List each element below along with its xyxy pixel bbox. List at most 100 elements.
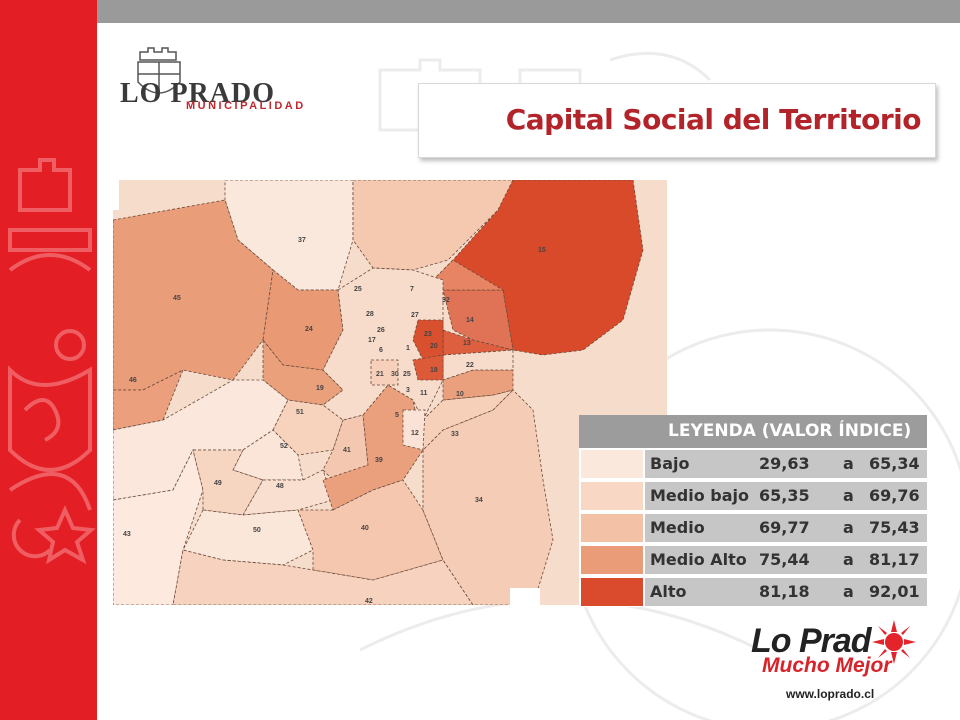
legend-row-medio: Medio 69,77 a 75,43 [579, 514, 927, 542]
zone-label: 50 [253, 527, 261, 534]
zone-label: 22 [466, 362, 474, 369]
zone-label: 25 [403, 371, 411, 378]
zone-21 [370, 359, 399, 386]
zone-label: 26 [377, 327, 385, 334]
top-gray-bar [97, 0, 960, 23]
zone-label: 24 [305, 326, 313, 333]
zone-label: 6 [379, 347, 383, 354]
zone-15 [442, 180, 644, 356]
zone-label: 23 [424, 331, 432, 338]
zone-label: 34 [475, 497, 483, 504]
legend-swatch [581, 546, 643, 574]
legend-label: Bajo [650, 454, 690, 473]
zone-label: 43 [123, 531, 131, 538]
zone-label: 18 [430, 367, 438, 374]
title-box: Capital Social del Territorio [418, 83, 936, 158]
legend-label: Alto [650, 582, 687, 601]
zone-label: 46 [129, 377, 137, 384]
legend-separator: a [843, 486, 854, 505]
zone-label: 51 [296, 409, 304, 416]
zone-label: 25 [354, 286, 362, 293]
logo-name: LO PRADO [120, 78, 275, 109]
logo-subtitle: MUNICIPALIDAD [186, 100, 306, 112]
legend-swatch [581, 450, 643, 478]
legend-label: Medio Alto [650, 550, 747, 569]
legend-cell: Medio Alto 75,44 a 81,17 [645, 546, 927, 574]
legend-row-alto: Alto 81,18 a 92,01 [579, 578, 927, 606]
legend-cell: Alto 81,18 a 92,01 [645, 578, 927, 606]
legend-max: 92,01 [869, 582, 920, 601]
municipal-logo-icon [137, 47, 181, 94]
legend-max: 81,17 [869, 550, 920, 569]
zone-label: 41 [343, 447, 351, 454]
zone-label: 42 [365, 598, 373, 605]
zone-label: 15 [538, 247, 546, 254]
zone-42 [172, 549, 474, 605]
zone-label: 28 [366, 311, 374, 318]
zone-43 [113, 448, 204, 605]
brand-tagline: Mucho Mejor [762, 654, 892, 677]
territory-map: 37 15 45 25 7 32 28 26 27 14 24 17 6 1 2… [113, 180, 667, 605]
legend-min: 75,44 [759, 550, 810, 569]
legend-row-bajo: Bajo 29,63 a 65,34 [579, 450, 927, 478]
zone-label: 52 [280, 443, 288, 450]
legend-max: 75,43 [869, 518, 920, 537]
legend-swatch [581, 514, 643, 542]
sun-logo-icon [872, 620, 916, 664]
zone-label: 37 [298, 237, 306, 244]
legend-swatch [581, 482, 643, 510]
zone-24 [262, 269, 344, 371]
zone-label: 20 [430, 343, 438, 350]
zone-label: 33 [451, 431, 459, 438]
zone-label: 48 [276, 483, 284, 490]
zone-49 [192, 449, 264, 516]
zone-18 [412, 354, 444, 381]
zone-label: 1 [406, 345, 410, 352]
zone-label: 30 [391, 371, 399, 378]
legend-title: LEYENDA (VALOR ÍNDICE) [579, 415, 927, 448]
legend-label: Medio [650, 518, 705, 537]
zone-label: 39 [375, 457, 383, 464]
legend-max: 69,76 [869, 486, 920, 505]
legend-row-medio-alto: Medio Alto 75,44 a 81,17 [579, 546, 927, 574]
zone-label: 19 [316, 385, 324, 392]
zone-central [322, 267, 444, 421]
legend-row-medio-bajo: Medio bajo 65,35 a 69,76 [579, 482, 927, 510]
zone-label: 45 [173, 295, 181, 302]
brand-name: Lo Prad [751, 622, 872, 660]
legend-cell: Medio bajo 65,35 a 69,76 [645, 482, 927, 510]
zone-label: 11 [420, 390, 428, 397]
zone-label: 49 [214, 480, 222, 487]
legend-swatch [581, 578, 643, 606]
legend-separator: a [843, 582, 854, 601]
zone-45 [113, 199, 274, 391]
zone-label: 21 [376, 371, 384, 378]
zone-label: 32 [442, 297, 450, 304]
zone-label: 17 [368, 337, 376, 344]
zone-label: 40 [361, 525, 369, 532]
left-red-sidebar [0, 0, 97, 720]
legend-separator: a [843, 550, 854, 569]
zone-label: 5 [395, 412, 399, 419]
zone-label: 13 [463, 340, 471, 347]
legend-min: 29,63 [759, 454, 810, 473]
legend-label: Medio bajo [650, 486, 749, 505]
zone-label: 10 [456, 391, 464, 398]
zone-label: 14 [466, 317, 474, 324]
legend: LEYENDA (VALOR ÍNDICE) Bajo 29,63 a 65,3… [579, 415, 927, 607]
page-title: Capital Social del Territorio [505, 103, 922, 136]
legend-min: 69,77 [759, 518, 810, 537]
legend-min: 65,35 [759, 486, 810, 505]
zone-label: 7 [410, 286, 414, 293]
brand-url[interactable]: www.loprado.cl [786, 687, 875, 701]
zone-33 [422, 389, 515, 451]
legend-min: 81,18 [759, 582, 810, 601]
legend-separator: a [843, 454, 854, 473]
legend-cell: Bajo 29,63 a 65,34 [645, 450, 927, 478]
zone-46 [113, 369, 184, 431]
legend-cell: Medio 69,77 a 75,43 [645, 514, 927, 542]
zone-label: 27 [411, 312, 419, 319]
coat-of-arms-watermark-icon [8, 158, 96, 565]
zone-label: 3 [406, 387, 410, 394]
zone-label: 12 [411, 430, 419, 437]
